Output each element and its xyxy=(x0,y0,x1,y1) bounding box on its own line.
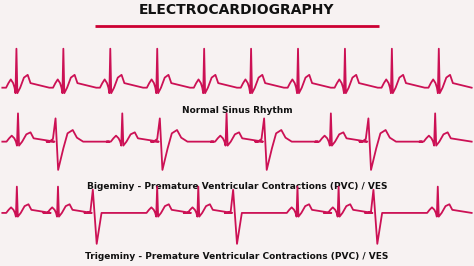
Text: Trigeminy - Premature Ventricular Contractions (PVC) / VES: Trigeminy - Premature Ventricular Contra… xyxy=(85,252,389,261)
Text: Normal Sinus Rhythm: Normal Sinus Rhythm xyxy=(182,106,292,115)
Text: Bigeminy - Premature Ventricular Contractions (PVC) / VES: Bigeminy - Premature Ventricular Contrac… xyxy=(87,182,387,191)
Text: ELECTROCARDIOGRAPHY: ELECTROCARDIOGRAPHY xyxy=(139,3,335,17)
